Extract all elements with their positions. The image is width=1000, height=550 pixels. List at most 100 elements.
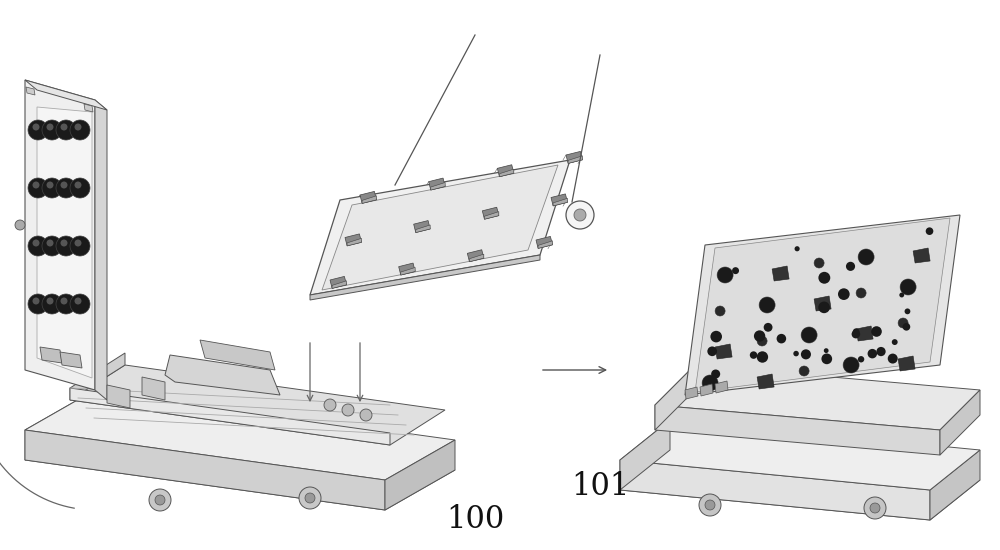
Circle shape	[853, 328, 860, 335]
Polygon shape	[700, 384, 713, 396]
Polygon shape	[25, 80, 107, 110]
Circle shape	[821, 354, 832, 364]
Text: 101: 101	[571, 471, 629, 502]
Circle shape	[70, 294, 90, 314]
Polygon shape	[655, 405, 940, 455]
Circle shape	[28, 294, 48, 314]
Polygon shape	[431, 183, 445, 190]
Circle shape	[864, 497, 886, 519]
Polygon shape	[536, 236, 552, 249]
Circle shape	[74, 298, 82, 305]
Circle shape	[777, 334, 786, 343]
Polygon shape	[856, 326, 873, 341]
Polygon shape	[60, 352, 82, 368]
Circle shape	[15, 220, 25, 230]
Polygon shape	[695, 218, 950, 392]
Polygon shape	[107, 385, 130, 408]
Circle shape	[28, 120, 48, 140]
Circle shape	[46, 182, 54, 189]
Circle shape	[824, 348, 829, 353]
Circle shape	[801, 327, 817, 343]
Circle shape	[795, 246, 800, 251]
Circle shape	[705, 500, 715, 510]
Polygon shape	[401, 267, 415, 275]
Circle shape	[870, 503, 880, 513]
Circle shape	[898, 318, 908, 328]
Polygon shape	[551, 194, 568, 206]
Polygon shape	[685, 387, 698, 399]
Circle shape	[856, 288, 866, 298]
Polygon shape	[25, 80, 95, 390]
Circle shape	[32, 124, 40, 130]
Circle shape	[46, 298, 54, 305]
Text: 100: 100	[446, 504, 504, 535]
Polygon shape	[913, 248, 930, 263]
Polygon shape	[620, 460, 930, 520]
Circle shape	[342, 404, 354, 416]
Circle shape	[56, 294, 76, 314]
Polygon shape	[347, 238, 362, 246]
Circle shape	[42, 178, 62, 198]
Circle shape	[838, 288, 850, 300]
Circle shape	[801, 349, 811, 359]
Circle shape	[757, 336, 767, 346]
Circle shape	[70, 178, 90, 198]
Polygon shape	[940, 390, 980, 455]
Polygon shape	[25, 430, 385, 510]
Circle shape	[903, 323, 910, 331]
Circle shape	[60, 298, 68, 305]
Circle shape	[56, 178, 76, 198]
Circle shape	[858, 249, 874, 265]
Polygon shape	[553, 199, 568, 206]
Polygon shape	[385, 440, 455, 510]
Circle shape	[750, 351, 757, 359]
Circle shape	[149, 489, 171, 511]
Circle shape	[899, 293, 904, 298]
Circle shape	[60, 239, 68, 246]
Circle shape	[732, 267, 739, 274]
Polygon shape	[620, 450, 980, 520]
Polygon shape	[200, 340, 275, 370]
Polygon shape	[416, 225, 430, 233]
Circle shape	[305, 493, 315, 503]
Circle shape	[852, 330, 860, 338]
Circle shape	[900, 279, 916, 295]
Circle shape	[888, 354, 898, 364]
Circle shape	[566, 201, 594, 229]
Circle shape	[574, 209, 586, 221]
Polygon shape	[40, 347, 62, 363]
Polygon shape	[332, 281, 347, 288]
Circle shape	[710, 331, 722, 343]
Circle shape	[28, 178, 48, 198]
Polygon shape	[25, 420, 455, 510]
Circle shape	[46, 239, 54, 246]
Circle shape	[711, 370, 720, 378]
Polygon shape	[345, 234, 362, 246]
Polygon shape	[322, 165, 558, 290]
Polygon shape	[484, 212, 499, 219]
Circle shape	[699, 494, 721, 516]
Polygon shape	[70, 365, 445, 445]
Circle shape	[799, 366, 809, 376]
Circle shape	[926, 227, 933, 235]
Polygon shape	[70, 353, 125, 400]
Circle shape	[324, 399, 336, 411]
Circle shape	[818, 301, 830, 313]
Polygon shape	[310, 160, 570, 295]
Circle shape	[42, 294, 62, 314]
Polygon shape	[620, 420, 670, 490]
Polygon shape	[70, 388, 390, 445]
Circle shape	[60, 182, 68, 189]
Circle shape	[892, 339, 898, 345]
Polygon shape	[772, 266, 789, 281]
Polygon shape	[685, 215, 960, 395]
Circle shape	[707, 346, 717, 356]
Circle shape	[42, 236, 62, 256]
Polygon shape	[95, 100, 107, 400]
Circle shape	[905, 309, 910, 314]
Polygon shape	[538, 241, 552, 249]
Polygon shape	[165, 355, 280, 395]
Circle shape	[74, 182, 82, 189]
Circle shape	[299, 487, 321, 509]
Circle shape	[46, 124, 54, 130]
